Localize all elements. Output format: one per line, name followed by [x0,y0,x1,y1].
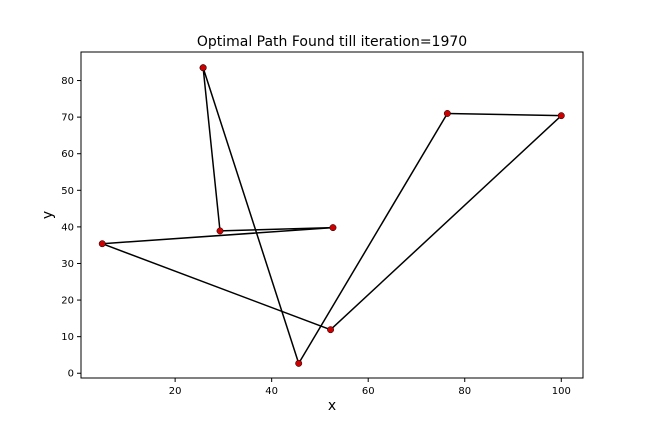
path-segment [202,67,221,231]
path-segment [298,113,449,364]
path-point [329,224,337,232]
path-point [216,227,224,235]
path-segment [219,226,333,232]
path-point [557,112,565,120]
x-axis-label: x [328,398,336,414]
y-tick-label: 50 [61,186,74,197]
y-tick-label: 60 [61,149,74,160]
path-point [327,326,335,334]
chart-title: Optimal Path Found till iteration=1970 [197,34,467,50]
path-point [199,64,207,72]
x-tick-label: 40 [265,386,278,397]
x-axis-ticks: 20 40 60 80 100 [169,378,571,397]
plot-area [80,51,584,379]
x-tick-label: 100 [552,386,571,397]
path-segment [447,112,562,117]
path-points [98,64,565,367]
y-tick-label: 10 [61,332,74,343]
path-segment [102,226,334,245]
y-tick-label: 70 [61,113,74,124]
path-point [295,359,303,367]
path-lines [101,67,562,364]
path-point [443,110,451,117]
y-tick-label: 40 [61,222,74,233]
path-segment [101,243,331,331]
y-axis-ticks: 0 10 20 30 40 50 60 70 80 [61,76,81,380]
y-tick-label: 20 [61,296,74,307]
path-segment [202,67,300,364]
y-tick-label: 30 [61,259,74,270]
y-tick-label: 80 [61,76,74,87]
x-tick-label: 20 [169,386,182,397]
y-axis-label: y [40,211,56,219]
y-tick-label: 0 [68,369,74,380]
x-tick-label: 80 [458,386,471,397]
path-segment [330,115,562,331]
x-tick-label: 60 [362,386,375,397]
path-point [98,240,106,248]
